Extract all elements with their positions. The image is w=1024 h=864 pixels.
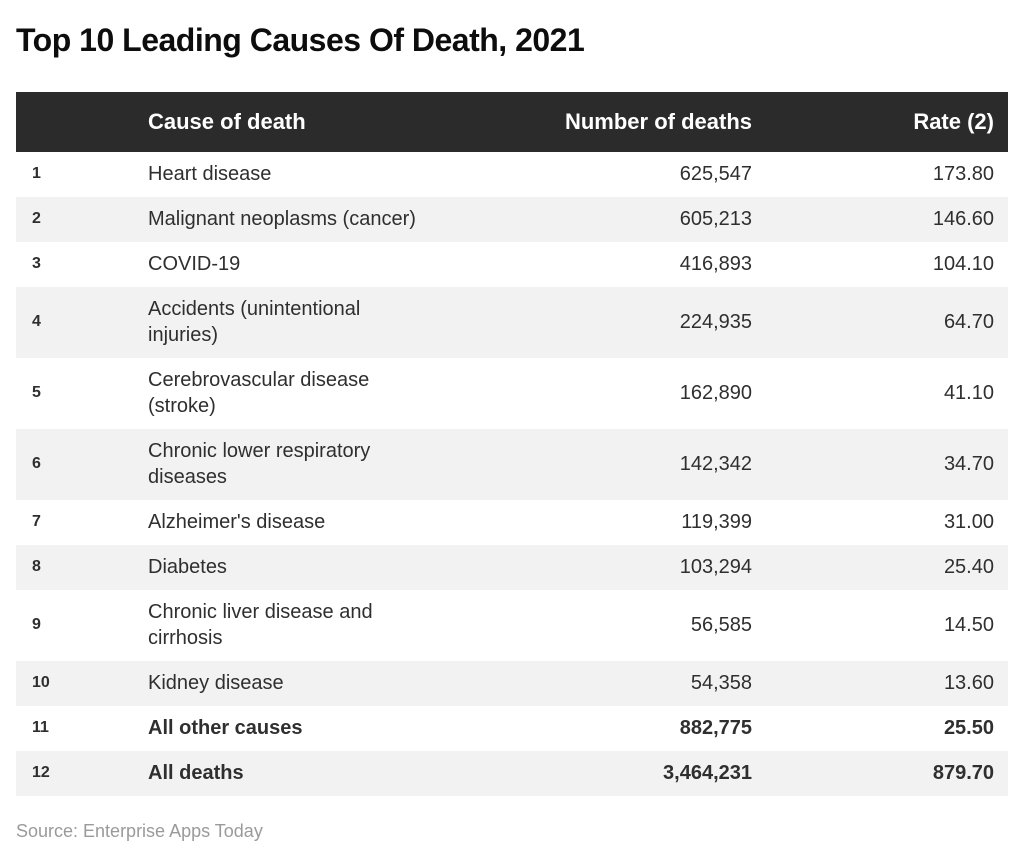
- row-rank-cell: 11: [32, 719, 49, 736]
- row-rate-cell: 173.80: [932, 163, 994, 185]
- row-rank-cell: 6: [32, 455, 41, 472]
- table-row: 11 All other causes 882,775 25.50: [16, 706, 1008, 751]
- column-header-rate: Rate (2): [752, 92, 1008, 152]
- row-cause-cell: All deaths: [148, 762, 244, 784]
- table-row: 2 Malignant neoplasms (cancer) 605,213 1…: [16, 197, 1008, 242]
- row-rank-cell: 8: [32, 558, 41, 575]
- table-row: 5 Cerebrovascular disease (stroke) 162,8…: [16, 358, 1008, 429]
- row-rate-cell: 34.70: [943, 453, 994, 475]
- row-deaths-cell: 3,464,231: [663, 762, 752, 784]
- row-deaths-cell: 416,893: [679, 253, 752, 275]
- row-cause-cell: Heart disease: [148, 163, 272, 185]
- row-cause-cell: Chronic lower respiratory diseases: [148, 440, 371, 488]
- row-deaths-cell: 882,775: [679, 717, 752, 739]
- row-rate-cell: 13.60: [943, 672, 994, 694]
- row-deaths-cell: 625,547: [679, 163, 752, 185]
- table-row: 12 All deaths 3,464,231 879.70: [16, 751, 1008, 796]
- row-rate-cell: 104.10: [932, 253, 994, 275]
- row-rate-cell: 14.50: [943, 614, 994, 636]
- row-deaths-cell: 103,294: [679, 556, 752, 578]
- row-rank-cell: 12: [32, 764, 50, 781]
- row-rate-cell: 25.50: [943, 717, 994, 739]
- row-deaths-cell: 142,342: [679, 453, 752, 475]
- table-body: 1 Heart disease 625,547 173.80 2 Maligna…: [16, 152, 1008, 796]
- row-deaths-cell: 224,935: [679, 311, 752, 333]
- row-cause-cell: Cerebrovascular disease (stroke): [148, 369, 370, 417]
- table-header-row: Cause of death Number of deaths Rate (2): [16, 92, 1008, 152]
- row-deaths-cell: 54,358: [690, 672, 752, 694]
- page-title: Top 10 Leading Causes Of Death, 2021: [16, 22, 585, 58]
- row-rate-cell: 146.60: [932, 208, 994, 230]
- table-row: 8 Diabetes 103,294 25.40: [16, 545, 1008, 590]
- table-row: 7 Alzheimer's disease 119,399 31.00: [16, 500, 1008, 545]
- table-row: 4 Accidents (unintentional injuries) 224…: [16, 287, 1008, 358]
- table-row: 1 Heart disease 625,547 173.80: [16, 152, 1008, 197]
- row-rate-cell: 41.10: [943, 382, 994, 404]
- table-row: 9 Chronic liver disease and cirrhosis 56…: [16, 590, 1008, 661]
- row-cause-cell: All other causes: [148, 717, 303, 739]
- row-cause-cell: Alzheimer's disease: [148, 511, 326, 533]
- source-attribution: Source: Enterprise Apps Today: [16, 821, 263, 841]
- row-rank-cell: 5: [32, 384, 41, 401]
- row-cause-cell: COVID-19: [148, 253, 241, 275]
- row-rate-cell: 879.70: [932, 762, 994, 784]
- row-cause-cell: Accidents (unintentional injuries): [148, 298, 361, 346]
- row-deaths-cell: 119,399: [681, 511, 752, 533]
- row-cause-cell: Diabetes: [148, 556, 227, 578]
- causes-of-death-table: Cause of death Number of deaths Rate (2)…: [16, 92, 1008, 796]
- column-header-deaths: Number of deaths: [452, 92, 752, 152]
- row-rate-cell: 31.00: [943, 511, 994, 533]
- row-rate-cell: 64.70: [943, 311, 994, 333]
- row-rank-cell: 10: [32, 674, 50, 691]
- row-rank-cell: 7: [32, 513, 41, 530]
- row-rank-cell: 2: [32, 210, 41, 227]
- row-rank-cell: 9: [32, 616, 41, 633]
- row-cause-cell: Chronic liver disease and cirrhosis: [148, 601, 373, 649]
- table-row: 3 COVID-19 416,893 104.10: [16, 242, 1008, 287]
- row-rank-cell: 3: [32, 255, 41, 272]
- table-row: 10 Kidney disease 54,358 13.60: [16, 661, 1008, 706]
- row-deaths-cell: 162,890: [679, 382, 752, 404]
- row-cause-cell: Kidney disease: [148, 672, 284, 694]
- row-deaths-cell: 56,585: [690, 614, 752, 636]
- row-deaths-cell: 605,213: [679, 208, 752, 230]
- row-rank-cell: 4: [32, 313, 41, 330]
- column-header-cause: Cause of death: [148, 92, 452, 152]
- column-header-rank: [16, 92, 148, 152]
- table-row: 6 Chronic lower respiratory diseases 142…: [16, 429, 1008, 500]
- row-rank-cell: 1: [32, 165, 41, 182]
- row-rate-cell: 25.40: [943, 556, 994, 578]
- row-cause-cell: Malignant neoplasms (cancer): [148, 208, 416, 230]
